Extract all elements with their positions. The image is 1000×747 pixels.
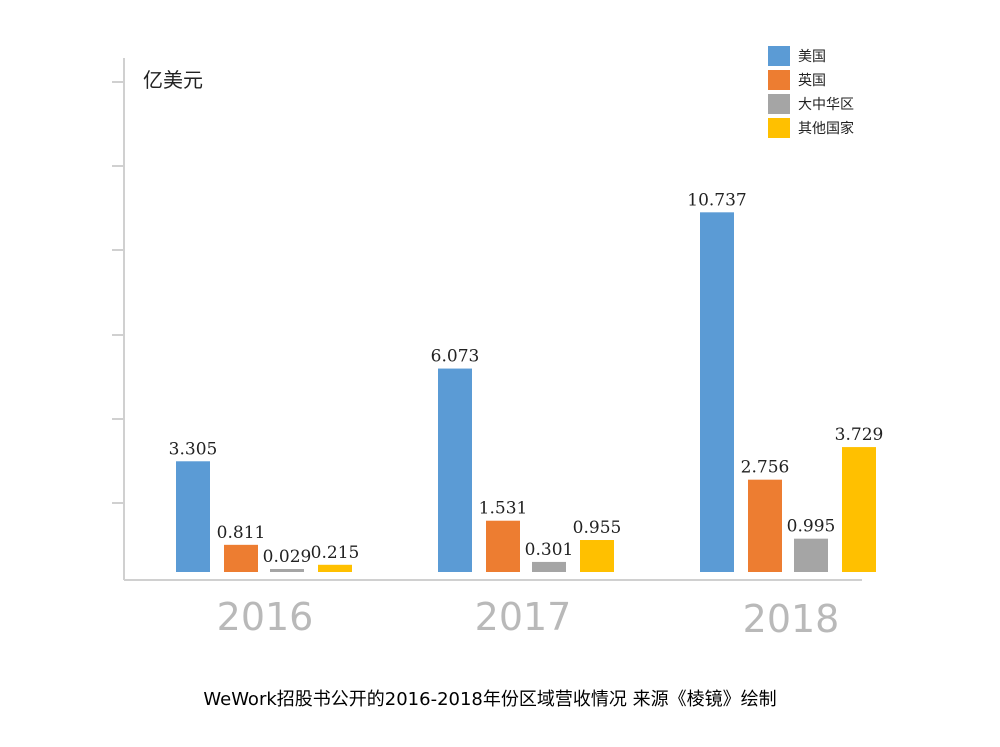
data-label: 0.955 — [573, 518, 622, 538]
bar-2018-其他国家 — [842, 447, 876, 572]
data-label: 1.531 — [479, 499, 528, 519]
x-tick-label-2016: 2016 — [217, 595, 314, 639]
legend-label: 英国 — [798, 72, 826, 89]
bar-2016-大中华区 — [270, 569, 304, 572]
bar-2016-英国 — [224, 544, 258, 572]
bar-2017-大中华区 — [532, 561, 566, 572]
bars: 3.305 6.073 10.737 0.811 1.531 2.756 0.029 0.30… — [169, 190, 884, 573]
bar-2017-美国 — [438, 368, 472, 572]
data-label: 2.756 — [741, 458, 790, 478]
data-label: 0.811 — [217, 523, 266, 543]
bar-2018-美国 — [700, 212, 734, 573]
bar-2017-其他国家 — [580, 540, 614, 572]
data-label: 0.301 — [525, 540, 574, 560]
bar-2017-英国 — [486, 520, 520, 572]
legend-label: 美国 — [798, 49, 826, 65]
x-tick-label-2018: 2018 — [743, 597, 840, 641]
legend-label: 大中华区 — [798, 97, 854, 113]
data-label: 10.737 — [687, 190, 746, 210]
bar-2016-美国 — [176, 461, 210, 572]
legend-swatch-其他国家 — [768, 118, 790, 138]
legend-label: 其他国家 — [798, 120, 854, 137]
data-label: 3.729 — [835, 425, 884, 445]
legend-swatch-大中华区 — [768, 94, 790, 114]
bar-2016-其他国家 — [318, 564, 352, 572]
axes — [112, 58, 862, 581]
chart-caption: WeWork招股书公开的2016-2018年份区域营收情况 来源《棱镜》绘制 — [203, 689, 776, 710]
legend-swatch-美国 — [768, 46, 790, 66]
data-label: 6.073 — [431, 347, 480, 367]
data-label: 0.215 — [311, 543, 360, 563]
bar-2018-英国 — [748, 479, 782, 572]
x-tick-label-2017: 2017 — [475, 595, 572, 639]
data-label: 3.305 — [169, 439, 218, 459]
data-label: 0.029 — [263, 547, 312, 567]
data-label: 0.995 — [787, 517, 836, 537]
legend-swatch-英国 — [768, 70, 790, 90]
bar-2018-大中华区 — [794, 538, 828, 572]
x-axis-labels: 2016 2017 2018 — [217, 595, 840, 641]
y-axis-unit-label: 亿美元 — [143, 68, 203, 92]
